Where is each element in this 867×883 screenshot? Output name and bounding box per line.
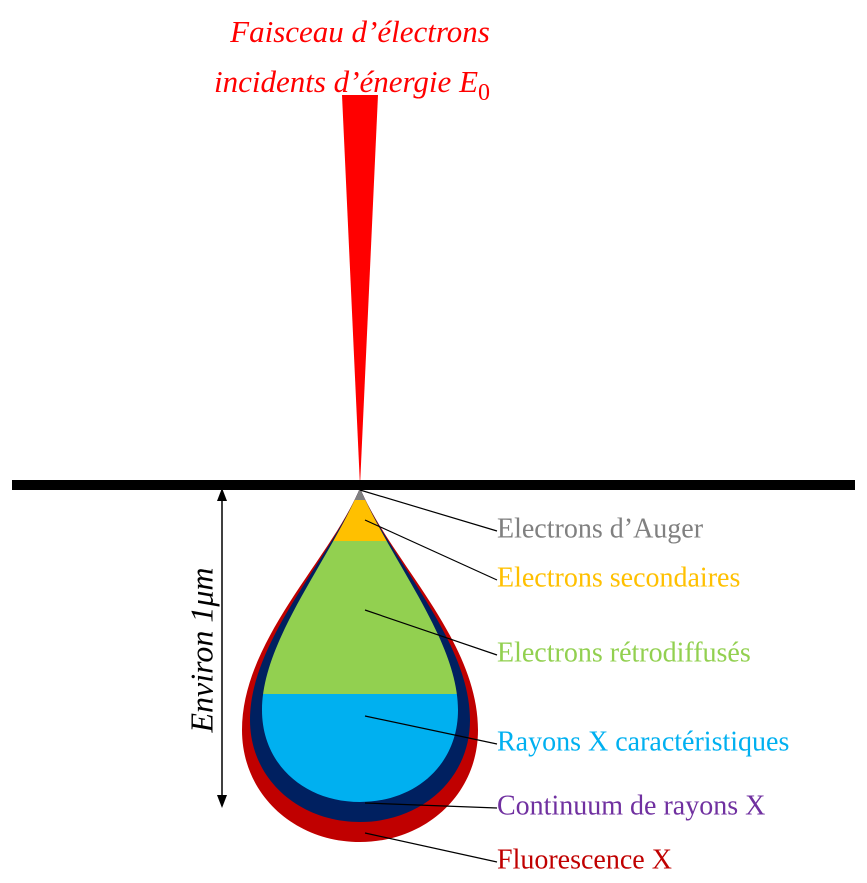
arrow-head bbox=[217, 488, 227, 501]
depth-arrow bbox=[217, 488, 227, 808]
zone-label: Electrons d’Auger bbox=[497, 513, 704, 544]
beam bbox=[342, 95, 378, 486]
surface bbox=[12, 480, 855, 490]
zone-label: Electrons rétrodiffusés bbox=[497, 637, 751, 668]
beam-subscript: 0 bbox=[478, 80, 490, 106]
zone-label: Rayons X caractéristiques bbox=[497, 726, 789, 757]
zone-label: Electrons secondaires bbox=[497, 562, 740, 593]
beam-title: Faisceau d’électrons incidents d’énergie… bbox=[214, 14, 490, 106]
leader bbox=[364, 609, 498, 656]
beam-line2: incidents d’énergie E0 bbox=[214, 64, 490, 106]
leader bbox=[364, 802, 498, 809]
depth-label: Environ 1μm bbox=[183, 567, 219, 733]
secondary-zone bbox=[262, 500, 458, 541]
leader bbox=[364, 832, 498, 863]
leader bbox=[359, 489, 498, 532]
beam-line2-text: incidents d’énergie bbox=[214, 64, 459, 99]
leader bbox=[364, 715, 498, 745]
zone-label: Fluorescence X bbox=[497, 844, 672, 875]
beam-line1: Faisceau d’électrons bbox=[229, 14, 490, 49]
labels: Electrons d’Auger Electrons secondaires El… bbox=[497, 513, 789, 875]
leaders bbox=[359, 489, 498, 863]
zone-label: Continuum de rayons X bbox=[497, 790, 765, 821]
beam-symbol: E bbox=[458, 64, 478, 99]
backscatter-zone bbox=[262, 541, 458, 694]
arrow-head bbox=[217, 795, 227, 808]
leader bbox=[364, 519, 498, 581]
